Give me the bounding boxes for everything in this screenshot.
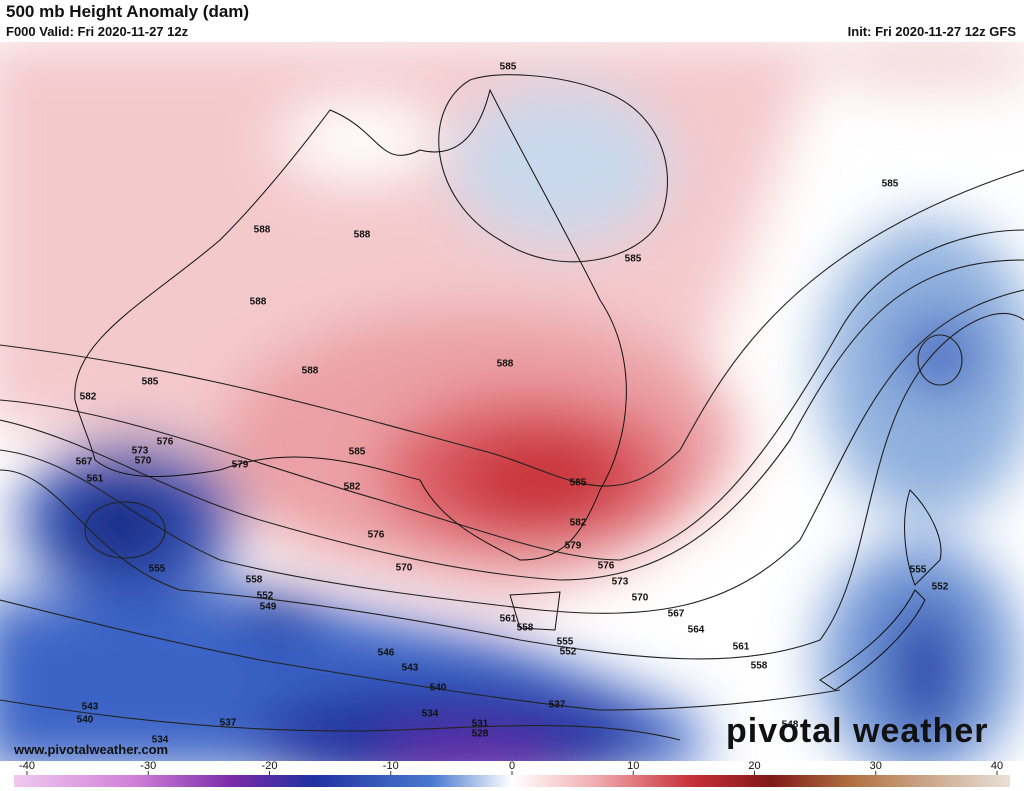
colorbar-tick-label: 0 [509, 760, 515, 772]
coastline [74, 88, 942, 691]
contour-label: 585 [500, 62, 517, 73]
init-time: Init: Fri 2020-11-27 12z GFS [847, 24, 1016, 39]
contour-label: 558 [517, 623, 534, 634]
contour-label: 570 [396, 563, 413, 574]
contour-label: 546 [378, 648, 395, 659]
contour-label: 585 [882, 179, 899, 190]
contour-label: 582 [570, 518, 587, 529]
contour-label: 570 [632, 593, 649, 604]
contour-label: 588 [254, 225, 271, 236]
contour-label: 548 [782, 720, 799, 731]
contour-label: 564 [688, 625, 705, 636]
contour-label: 534 [152, 735, 169, 746]
colorbar-tick-label: -20 [262, 760, 278, 772]
watermark: pivotal weather [726, 712, 989, 750]
contour-label: 555 [910, 565, 927, 576]
contour-label: 570 [135, 456, 152, 467]
contour-label: 576 [598, 561, 615, 572]
contour-label: 579 [232, 460, 249, 471]
contour-label: 552 [257, 591, 274, 602]
map: 5855855855885885885885885855825765735705… [0, 42, 1024, 761]
contour-label: 567 [668, 609, 685, 620]
contour-label: 588 [497, 359, 514, 370]
website: www.pivotalweather.com [14, 742, 169, 757]
colorbar: -40 -30 -20 -10 0 10 20 30 40 [14, 760, 1010, 787]
contour-label: 561 [733, 642, 750, 653]
colorbar-tick-label: 30 [870, 760, 882, 772]
contour-label: 573 [132, 446, 149, 457]
contour-label: 543 [402, 663, 419, 674]
contour-label: 555 [557, 637, 574, 648]
contour-label: 537 [220, 718, 237, 729]
contour-label: 540 [77, 715, 94, 726]
contour-label: 585 [625, 254, 642, 265]
contour-label: 567 [76, 457, 93, 468]
anomaly-field: 5855855855885885885885885855825765735705… [0, 42, 1024, 761]
contour-label: 588 [354, 230, 371, 241]
contour-label: 558 [246, 575, 263, 586]
contour-label: 552 [560, 647, 577, 658]
contour-label: 585 [142, 377, 159, 388]
valid-time: F000 Valid: Fri 2020-11-27 12z [6, 24, 189, 39]
contour-label: 534 [422, 709, 439, 720]
contour-label: 549 [260, 602, 277, 613]
contour-label: 579 [565, 541, 582, 552]
contour-label: 552 [932, 582, 949, 593]
contour-label: 561 [87, 474, 104, 485]
header: 500 mb Height Anomaly (dam) F000 Valid: … [0, 0, 1024, 42]
contour-label: 555 [149, 564, 166, 575]
contour-label: 582 [80, 392, 97, 403]
contour-label: 558 [751, 661, 768, 672]
contour-label: 576 [157, 437, 174, 448]
colorbar-tick-label: 40 [991, 760, 1003, 772]
colorbar-tick-label: 10 [627, 760, 639, 772]
contour-label: 531 [472, 719, 489, 730]
contour-label: 540 [430, 683, 447, 694]
colorbar-tick-label: 20 [748, 760, 760, 772]
contour-label: 582 [344, 482, 361, 493]
contour-label: 561 [500, 614, 517, 625]
contour-label: 576 [368, 530, 385, 541]
contour-label: 588 [250, 297, 267, 308]
contour-label: 537 [549, 700, 566, 711]
colorbar-scale [14, 775, 1010, 787]
contour-label: 585 [570, 478, 587, 489]
contours [0, 74, 1024, 741]
contour-label: 573 [612, 577, 629, 588]
contour-label: 543 [82, 702, 99, 713]
contour-label: 528 [472, 729, 489, 740]
contour-label: 585 [349, 447, 366, 458]
colorbar-tick-label: -30 [140, 760, 156, 772]
colorbar-tick-label: -40 [19, 760, 35, 772]
map-title: 500 mb Height Anomaly (dam) [6, 2, 250, 21]
colorbar-tick-label: -10 [383, 760, 399, 772]
contour-label: 588 [302, 366, 319, 377]
